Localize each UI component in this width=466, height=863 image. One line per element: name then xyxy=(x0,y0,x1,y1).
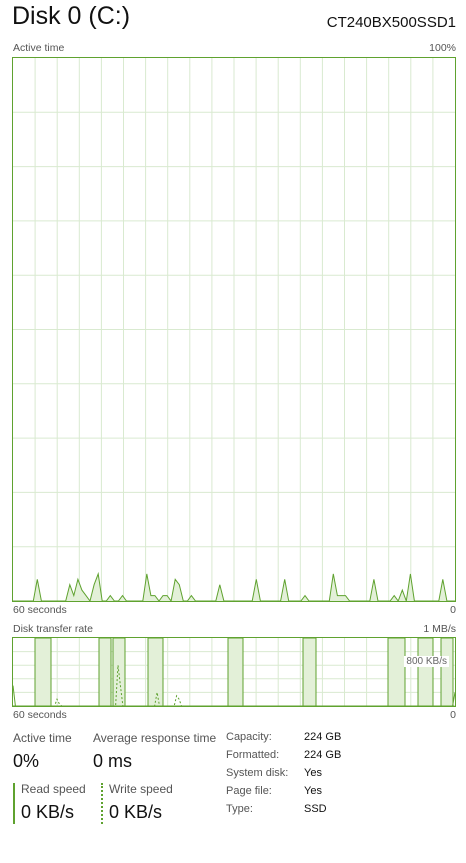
transfer-rate-chart: 800 KB/s xyxy=(12,637,456,707)
active-time-max-label: 100% xyxy=(429,42,456,54)
write-speed-indicator xyxy=(101,783,103,824)
active-time-duration-label: 60 seconds xyxy=(13,604,67,616)
transfer-min-label: 0 xyxy=(450,709,456,721)
active-time-series-line xyxy=(13,571,455,601)
transfer-activity-band xyxy=(227,638,244,706)
transfer-chart-label: Disk transfer rate xyxy=(13,623,93,635)
disk-title: Disk 0 (C:) xyxy=(12,2,131,30)
response-time-stat-value: 0 ms xyxy=(93,751,133,771)
formatted-key: Formatted: xyxy=(226,749,280,761)
response-time-stat-label: Average response time xyxy=(93,731,217,745)
formatted-value: 224 GB xyxy=(304,749,342,761)
read-speed-value: 0 KB/s xyxy=(21,802,75,822)
read-speed-label: Read speed xyxy=(21,782,86,796)
page-file-value: Yes xyxy=(304,785,322,797)
active-time-chart xyxy=(12,57,456,602)
disk-model: CT240BX500SSD1 xyxy=(326,14,456,31)
type-value: SSD xyxy=(304,803,327,815)
transfer-activity-band xyxy=(417,638,434,706)
active-time-chart-label: Active time xyxy=(13,42,65,54)
type-key: Type: xyxy=(226,803,253,815)
write-speed-label: Write speed xyxy=(109,782,173,796)
transfer-activity-band xyxy=(147,638,164,706)
active-time-min-label: 0 xyxy=(450,604,456,616)
transfer-activity-band xyxy=(387,638,406,706)
read-speed-indicator xyxy=(13,783,15,824)
active-time-stat-label: Active time xyxy=(13,731,72,745)
write-speed-value: 0 KB/s xyxy=(109,802,163,822)
system-disk-key: System disk: xyxy=(226,767,289,779)
transfer-activity-band xyxy=(440,638,454,706)
capacity-key: Capacity: xyxy=(226,731,272,743)
transfer-max-label: 1 MB/s xyxy=(423,623,456,635)
active-time-stat-value: 0% xyxy=(13,751,40,771)
transfer-activity-band xyxy=(98,638,112,706)
capacity-value: 224 GB xyxy=(304,731,342,743)
system-disk-value: Yes xyxy=(304,767,322,779)
active-time-graph xyxy=(13,58,455,601)
transfer-activity-band xyxy=(302,638,317,706)
transfer-rate-graph xyxy=(13,638,455,706)
transfer-activity-band xyxy=(112,638,126,706)
transfer-mid-label: 800 KB/s xyxy=(404,656,449,667)
transfer-activity-band xyxy=(34,638,52,706)
transfer-duration-label: 60 seconds xyxy=(13,709,67,721)
page-file-key: Page file: xyxy=(226,785,272,797)
